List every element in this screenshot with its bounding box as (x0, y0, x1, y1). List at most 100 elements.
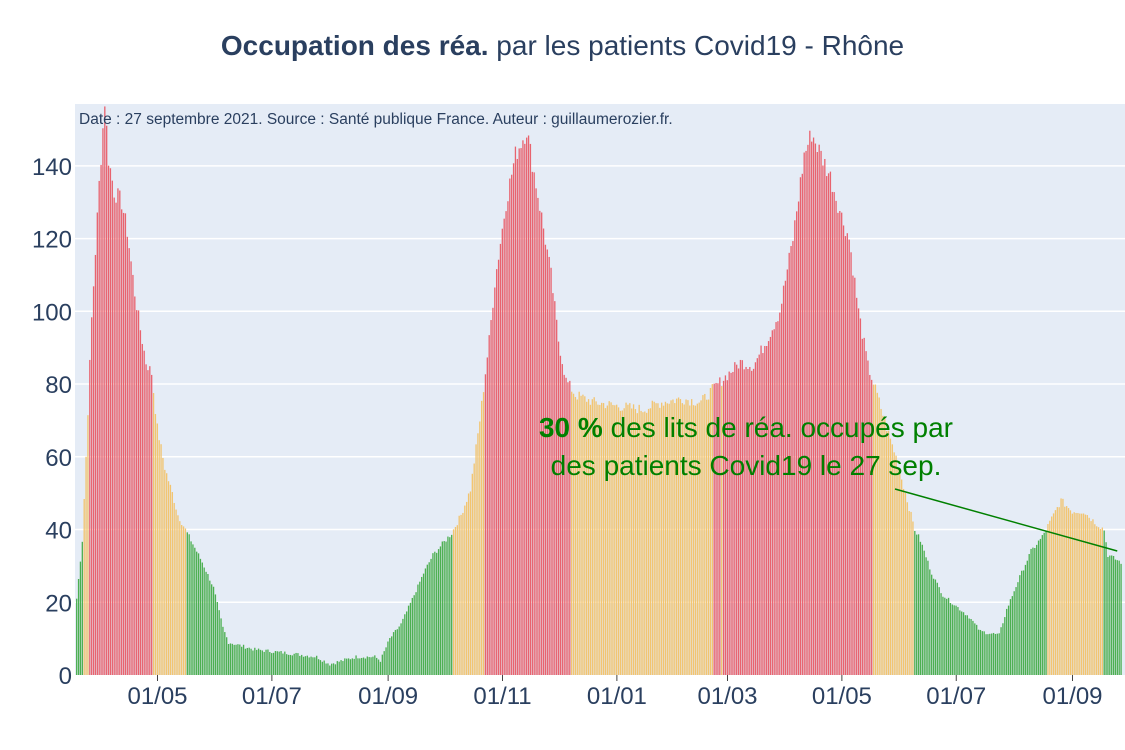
bar (638, 404, 640, 675)
bar (1073, 512, 1075, 675)
bar (293, 653, 295, 675)
bar (398, 626, 400, 675)
bar (782, 285, 785, 675)
bar (171, 492, 173, 675)
bar (541, 212, 543, 676)
bar (548, 256, 550, 675)
bar (203, 567, 205, 675)
bar (651, 400, 653, 675)
bar (691, 399, 693, 675)
annotation-line-2: des patients Covid19 le 27 sep. (550, 450, 942, 481)
bar (968, 618, 970, 675)
bar (162, 457, 164, 675)
bar (188, 534, 190, 675)
bar (685, 399, 687, 675)
bar (754, 362, 757, 675)
bar (287, 654, 290, 675)
bar (674, 403, 676, 675)
bar (706, 399, 708, 675)
bar (835, 200, 837, 675)
bar (117, 188, 119, 675)
bar (784, 280, 787, 675)
bar (535, 188, 537, 675)
bar (280, 651, 282, 675)
bar (289, 654, 292, 675)
bar (736, 364, 738, 675)
bar (593, 397, 595, 675)
bar (992, 632, 995, 675)
bar (1022, 570, 1025, 675)
bar (1088, 517, 1090, 675)
bar (751, 370, 753, 675)
bar (426, 564, 428, 675)
bar (661, 402, 663, 675)
x-axis-ticks: 01/05 01/07 01/09 01/11 01/01 01/03 01/05 01/07… (127, 675, 1103, 710)
bar (402, 618, 404, 675)
bar (719, 377, 721, 675)
bar (902, 488, 905, 675)
x-tick-label: 01/07 (926, 683, 986, 710)
bar (771, 330, 773, 675)
bar (857, 308, 860, 675)
chart-title: Occupation des réa. par les patients Cov… (0, 30, 1125, 62)
bar (796, 211, 798, 675)
bar (306, 655, 308, 675)
x-tick-label: 01/07 (242, 683, 302, 710)
bar (679, 399, 682, 675)
bar (1103, 530, 1105, 675)
bar (242, 644, 245, 675)
bar (184, 528, 187, 675)
bar (781, 303, 783, 675)
bar (256, 649, 258, 675)
bar (214, 594, 217, 675)
bar (94, 254, 97, 675)
bar (837, 212, 839, 675)
bar (743, 369, 745, 675)
bar (434, 551, 436, 675)
bar (550, 267, 552, 675)
bar (499, 243, 502, 675)
bar (842, 225, 845, 675)
bar (707, 399, 710, 675)
bar (582, 394, 584, 675)
bar (854, 277, 856, 675)
bar (563, 374, 565, 675)
bar (811, 141, 813, 676)
bar (394, 629, 397, 675)
bar (951, 604, 953, 675)
bar (241, 646, 243, 675)
bar (966, 615, 968, 675)
x-tick-label: 01/11 (473, 683, 531, 710)
bar (139, 330, 142, 675)
y-tick-label: 20 (45, 590, 72, 617)
bar (578, 391, 580, 675)
bar (827, 173, 830, 675)
bar (505, 211, 507, 675)
bar (1002, 623, 1004, 675)
bar (361, 657, 363, 675)
bar (649, 408, 652, 675)
bar (820, 150, 822, 675)
bar (1092, 519, 1094, 675)
bar (644, 411, 646, 675)
bar (861, 338, 863, 675)
bar (1111, 555, 1113, 675)
bar (106, 125, 108, 675)
bar (1039, 538, 1042, 675)
bar (316, 655, 318, 675)
bar (1049, 520, 1051, 675)
bar (1045, 530, 1047, 675)
bar (325, 663, 327, 675)
bar (1084, 514, 1087, 675)
x-tick-label: 01/05 (812, 683, 872, 710)
bar (722, 380, 725, 675)
bar (83, 499, 85, 675)
bar (452, 529, 455, 675)
bar (664, 401, 667, 675)
bar (128, 248, 130, 675)
bar (331, 663, 333, 675)
bar (449, 537, 451, 675)
bar (494, 287, 496, 675)
bar (231, 643, 233, 675)
bar (167, 481, 170, 675)
